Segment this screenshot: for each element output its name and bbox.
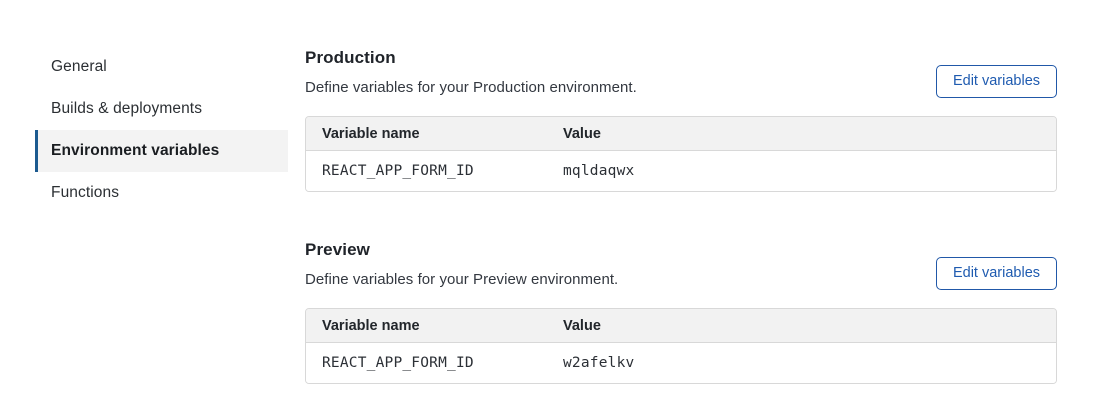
sidebar-item-general[interactable]: General xyxy=(35,46,288,88)
sidebar-item-label: General xyxy=(51,58,107,76)
table-row: REACT_APP_FORM_ID mqldaqwx xyxy=(306,151,1056,191)
table-header-row: Variable name Value xyxy=(306,309,1056,343)
column-header-value: Value xyxy=(547,117,1056,151)
column-header-variable-name: Variable name xyxy=(306,309,547,343)
cell-variable-value: w2afelkv xyxy=(547,343,1056,383)
sidebar-item-label: Functions xyxy=(51,184,120,202)
preview-variables-table: Variable name Value REACT_APP_FORM_ID w2… xyxy=(305,308,1057,384)
preview-section: Preview Define variables for your Previe… xyxy=(305,238,1057,384)
table-header-row: Variable name Value xyxy=(306,117,1056,151)
sidebar-item-label: Builds & deployments xyxy=(51,100,203,118)
preview-section-header: Preview Define variables for your Previe… xyxy=(305,238,1057,290)
section-description: Define variables for your Preview enviro… xyxy=(305,271,619,288)
cell-variable-value: mqldaqwx xyxy=(547,151,1056,191)
sidebar-item-environment-variables[interactable]: Environment variables xyxy=(35,130,288,172)
production-variables-table: Variable name Value REACT_APP_FORM_ID mq… xyxy=(305,116,1057,192)
table-header: Variable name Value xyxy=(306,117,1056,151)
table-row: REACT_APP_FORM_ID w2afelkv xyxy=(306,343,1056,383)
cell-variable-name: REACT_APP_FORM_ID xyxy=(306,343,547,383)
table-header: Variable name Value xyxy=(306,309,1056,343)
section-description: Define variables for your Production env… xyxy=(305,79,637,96)
sidebar-item-label: Environment variables xyxy=(51,142,220,160)
section-title: Preview xyxy=(305,240,370,259)
table-body: REACT_APP_FORM_ID mqldaqwx xyxy=(306,151,1056,191)
edit-variables-button-production[interactable]: Edit variables xyxy=(936,65,1057,98)
settings-content: Production Define variables for your Pro… xyxy=(305,46,1057,384)
settings-sidebar: General Builds & deployments Environment… xyxy=(35,46,288,214)
edit-variables-button-preview[interactable]: Edit variables xyxy=(936,257,1057,290)
column-header-variable-name: Variable name xyxy=(306,117,547,151)
production-section-header: Production Define variables for your Pro… xyxy=(305,46,1057,98)
section-title: Production xyxy=(305,48,396,67)
table-body: REACT_APP_FORM_ID w2afelkv xyxy=(306,343,1056,383)
sidebar-item-builds-deployments[interactable]: Builds & deployments xyxy=(35,88,288,130)
column-header-value: Value xyxy=(547,309,1056,343)
production-section: Production Define variables for your Pro… xyxy=(305,46,1057,192)
sidebar-item-functions[interactable]: Functions xyxy=(35,172,288,214)
cell-variable-name: REACT_APP_FORM_ID xyxy=(306,151,547,191)
